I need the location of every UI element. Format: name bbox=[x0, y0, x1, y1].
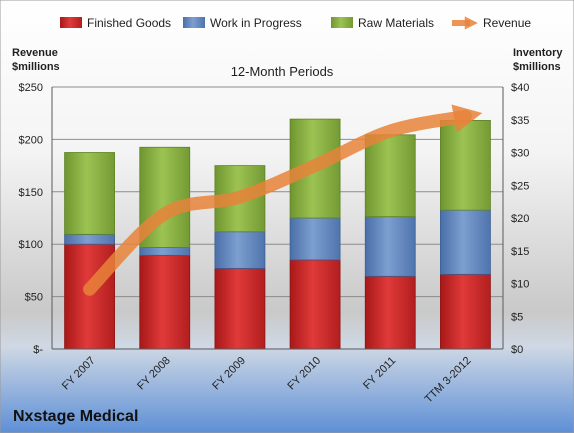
legend-swatch-raw-materials bbox=[331, 17, 353, 28]
right-tick-label: $20 bbox=[511, 213, 529, 225]
axes bbox=[51, 87, 504, 350]
left-axis-title-line2: $millions bbox=[12, 61, 60, 73]
legend-item-raw-materials: Raw Materials bbox=[331, 16, 434, 30]
left-axis-title-line1: Revenue bbox=[12, 47, 58, 59]
bar-raw-materials bbox=[364, 134, 416, 218]
bar-finished-goods bbox=[440, 273, 491, 350]
legend-swatch-finished-goods bbox=[60, 17, 82, 28]
bar-finished-goods bbox=[214, 268, 266, 350]
left-tick-label: $150 bbox=[19, 187, 43, 199]
legend-label-work-in-progress: Work in Progress bbox=[210, 16, 302, 30]
left-tick-label: $50 bbox=[25, 292, 43, 304]
bar-stacks bbox=[64, 118, 491, 350]
bar-work-in-progress bbox=[214, 231, 266, 269]
left-tick-label: $100 bbox=[19, 239, 43, 251]
legend-item-work-in-progress: Work in Progress bbox=[183, 16, 302, 30]
company-name: Nxstage Medical bbox=[13, 408, 138, 425]
legend-item-revenue: Revenue bbox=[452, 16, 531, 30]
bar-work-in-progress bbox=[139, 247, 191, 256]
right-tick-label: $30 bbox=[511, 148, 529, 160]
bar-finished-goods bbox=[289, 259, 341, 350]
right-axis-title-line2: $millions bbox=[513, 61, 561, 73]
bar-raw-materials bbox=[64, 152, 115, 235]
chart-subtitle: 12-Month Periods bbox=[231, 64, 334, 79]
right-tick-label: $40 bbox=[511, 82, 529, 94]
right-axis-title-line1: Inventory bbox=[513, 47, 563, 59]
right-tick-label: $0 bbox=[511, 344, 523, 356]
left-tick-label: $200 bbox=[19, 134, 43, 146]
right-tick-label: $25 bbox=[511, 180, 529, 192]
bar-raw-materials bbox=[440, 120, 491, 211]
revenue-line-layer bbox=[83, 104, 483, 296]
right-tick-label: $5 bbox=[511, 311, 523, 323]
legend-item-finished-goods: Finished Goods bbox=[60, 16, 171, 30]
bar-finished-goods bbox=[64, 243, 115, 350]
bar-finished-goods bbox=[364, 275, 416, 350]
legend-label-raw-materials: Raw Materials bbox=[358, 16, 434, 30]
legend-label-finished-goods: Finished Goods bbox=[87, 16, 171, 30]
legend-swatch-work-in-progress bbox=[183, 17, 205, 28]
left-tick-label: $- bbox=[33, 344, 43, 356]
right-tick-label: $15 bbox=[511, 246, 529, 258]
revenue-line bbox=[83, 104, 483, 296]
right-tick-label: $35 bbox=[511, 115, 529, 127]
bar-work-in-progress bbox=[64, 233, 115, 245]
bar-work-in-progress bbox=[364, 216, 416, 277]
bar-finished-goods bbox=[139, 254, 191, 350]
bar-work-in-progress bbox=[289, 217, 341, 261]
legend-label-revenue: Revenue bbox=[483, 16, 531, 30]
legend: Finished Goods Work in Progress Raw Mate… bbox=[60, 16, 531, 30]
left-tick-label: $250 bbox=[19, 82, 43, 94]
bar-work-in-progress bbox=[440, 209, 491, 275]
right-tick-label: $10 bbox=[511, 279, 529, 291]
